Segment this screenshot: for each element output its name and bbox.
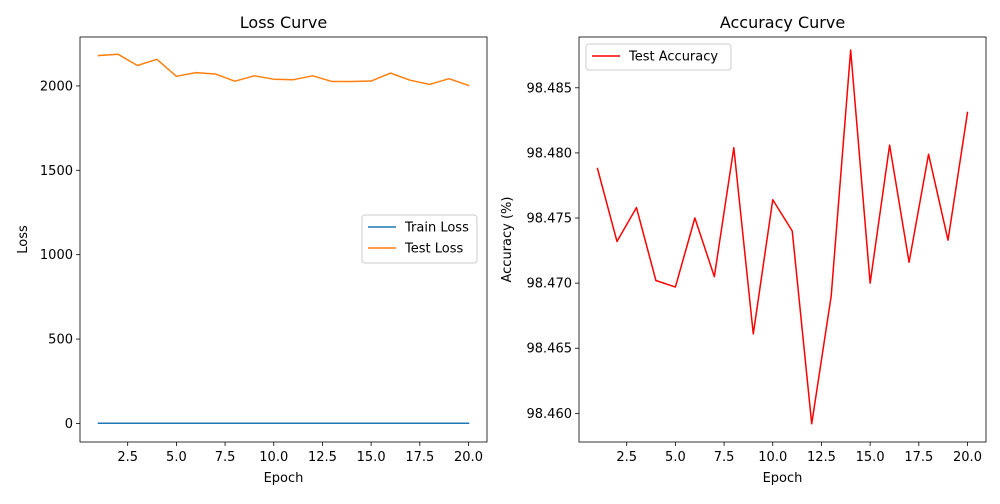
test-loss-line <box>97 53 470 87</box>
test-accuracy-line <box>596 49 969 425</box>
loss-x-tick-label: 12.5 <box>308 450 337 465</box>
accuracy-x-tick-label: 12.5 <box>807 450 836 465</box>
loss-legend: Train Loss Test Loss <box>361 214 478 264</box>
accuracy-x-tick-label: 15.0 <box>856 450 885 465</box>
loss-x-tick-label: 7.5 <box>215 450 236 465</box>
loss-x-tick-label: 2.5 <box>117 450 138 465</box>
accuracy-y-tick-label: 98.475 <box>527 212 573 227</box>
accuracy-x-tick-label: 2.5 <box>616 450 637 465</box>
loss-curve-panel: Loss Curve Epoch Loss 2.5 5.0 7.5 10.0 12.5 15.0… <box>16 13 488 486</box>
accuracy-y-tick-label: 98.470 <box>527 277 573 292</box>
loss-y-tick-label: 500 <box>48 333 73 348</box>
accuracy-legend-box <box>585 43 732 71</box>
accuracy-y-tick-label: 98.465 <box>527 342 573 357</box>
loss-y-tick-label: 0 <box>65 417 73 432</box>
loss-x-tick-label: 10.0 <box>259 450 288 465</box>
accuracy-y-tick-label: 98.460 <box>527 407 573 422</box>
accuracy-x-tick-label: 20.0 <box>953 450 982 465</box>
test-accuracy-legend-label: Test Accuracy <box>628 50 718 65</box>
accuracy-x-axis-label: Epoch <box>763 471 803 486</box>
loss-chart-title: Loss Curve <box>240 13 327 32</box>
accuracy-legend: Test Accuracy <box>585 43 732 71</box>
accuracy-x-tick-label: 10.0 <box>758 450 787 465</box>
accuracy-y-axis-label: Accuracy (%) <box>500 197 515 283</box>
test-loss-legend-label: Test Loss <box>404 242 463 257</box>
accuracy-y-tick-label: 98.485 <box>527 81 573 96</box>
accuracy-chart-title: Accuracy Curve <box>720 13 845 32</box>
loss-y-tick-label: 2000 <box>40 79 73 94</box>
loss-x-axis-label: Epoch <box>264 471 304 486</box>
accuracy-x-tick-label: 17.5 <box>904 450 933 465</box>
loss-x-tick-label: 17.5 <box>405 450 434 465</box>
loss-x-tick-label: 20.0 <box>454 450 483 465</box>
accuracy-curve-panel: Accuracy Curve Epoch Accuracy (%) 2.5 5.0 7.5… <box>500 13 987 486</box>
loss-x-tick-label: 5.0 <box>166 450 187 465</box>
accuracy-plot-frame <box>578 36 987 443</box>
loss-x-tick-label: 15.0 <box>357 450 386 465</box>
train-loss-legend-label: Train Loss <box>404 221 469 236</box>
accuracy-x-tick-label: 5.0 <box>665 450 686 465</box>
accuracy-y-tick-label: 98.480 <box>527 146 573 161</box>
loss-y-tick-label: 1500 <box>40 164 73 179</box>
loss-plot-frame <box>79 36 488 443</box>
loss-y-axis-label: Loss <box>16 225 31 254</box>
loss-y-tick-label: 1000 <box>40 248 73 263</box>
accuracy-x-tick-label: 7.5 <box>714 450 735 465</box>
